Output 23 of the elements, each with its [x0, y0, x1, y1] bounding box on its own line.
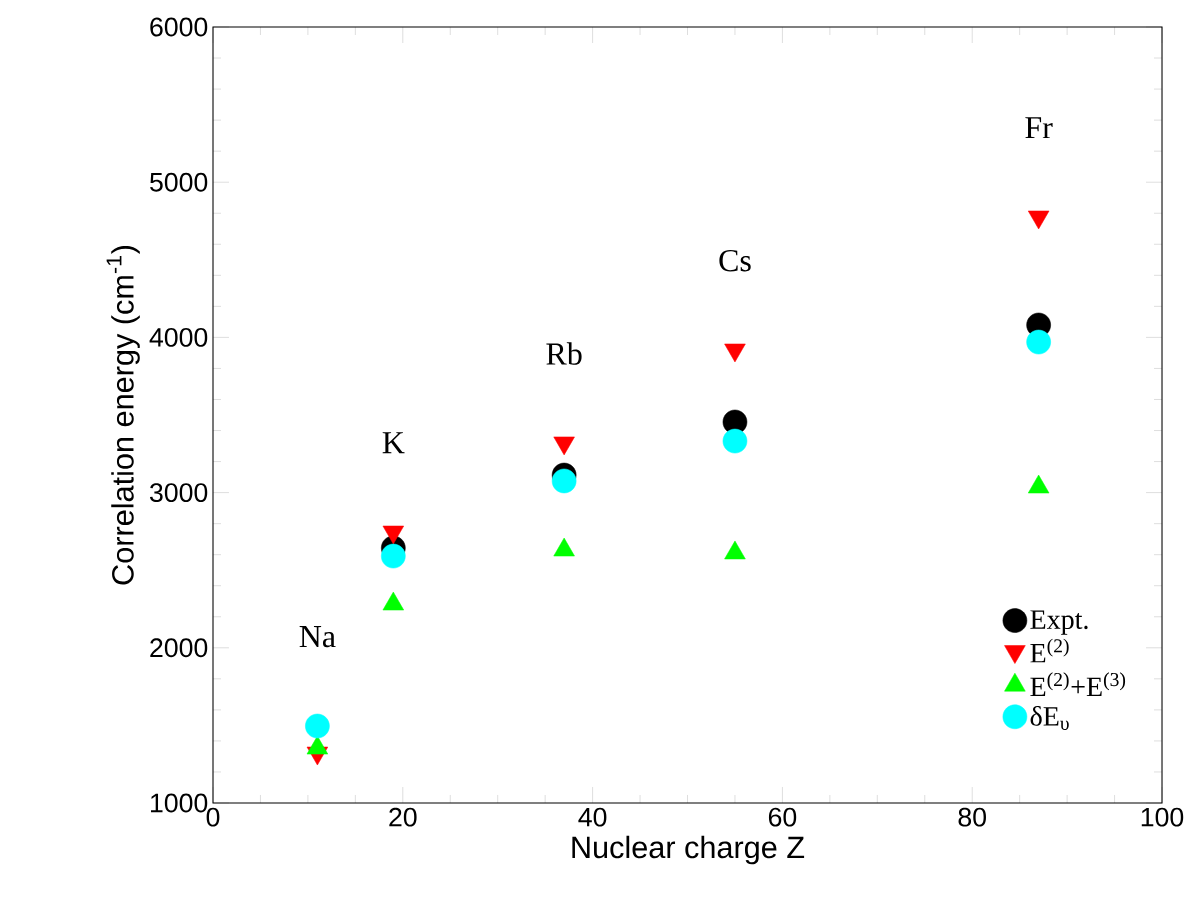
x-tick-label: 20 — [389, 807, 417, 827]
annotation: Cs — [719, 249, 751, 272]
y-tick-label: 5000 — [150, 172, 208, 192]
x-tick-label: 0 — [206, 807, 220, 827]
x-tick-label: 60 — [768, 807, 797, 827]
annotation: Na — [299, 626, 336, 648]
legend-label: E$^{(2)}$+E$^{(3)}$ — [1030, 672, 1126, 696]
annotation: Rb — [546, 342, 582, 365]
legend-label: Expt. — [1030, 610, 1088, 635]
annotation: K — [382, 432, 405, 454]
x-tick-label: 40 — [578, 807, 607, 827]
y-tick-label: 6000 — [150, 17, 208, 37]
y-tick-label: 1000 — [151, 793, 208, 813]
annotation: Fr — [1025, 117, 1053, 139]
y-tick-label: 3000 — [150, 483, 208, 503]
y-axis-title: Correlation energy (cm$^{-1}$) — [106, 245, 140, 585]
legend-label: E$^{(2)}$ — [1030, 638, 1069, 663]
x-tick-label: 100 — [1141, 807, 1184, 827]
y-tick-label: 4000 — [149, 327, 208, 347]
y-tick-label: 2000 — [150, 638, 208, 658]
x-tick-label: 80 — [958, 807, 986, 827]
legend-label: δE$_{υ}$ — [1030, 705, 1069, 730]
x-axis-title: Nuclear charge Z — [572, 835, 805, 865]
